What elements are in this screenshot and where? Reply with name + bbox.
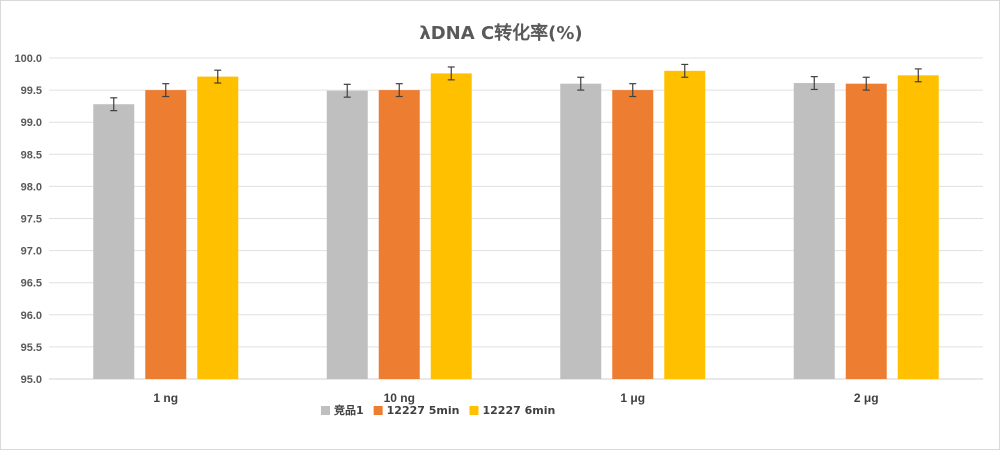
legend-swatch: [321, 406, 330, 415]
legend-label: 竞品1: [334, 403, 364, 417]
bar: [845, 83, 887, 380]
x-tick-label: 2 μg: [854, 391, 879, 405]
y-tick-label: 100.0: [14, 53, 42, 65]
x-tick-label: 1 μg: [620, 391, 645, 405]
bar: [197, 76, 239, 380]
y-tick-label: 96.5: [21, 278, 42, 290]
y-tick-label: 99.0: [21, 117, 42, 129]
x-tick-label: 10 ng: [384, 391, 415, 405]
y-tick-label: 98.0: [21, 181, 42, 193]
bar: [378, 90, 420, 379]
legend-label: 12227 6min: [482, 404, 555, 417]
y-tick-label: 97.5: [21, 214, 42, 226]
y-tick-label: 96.0: [21, 310, 42, 322]
bar: [145, 90, 187, 379]
bar: [612, 90, 654, 379]
bar: [93, 104, 135, 379]
y-tick-label: 98.5: [21, 149, 42, 161]
y-tick-label: 95.0: [21, 374, 42, 386]
chart-title: λDNA C转化率(%): [419, 23, 583, 44]
legend-swatch: [373, 406, 383, 415]
legend-swatch: [469, 406, 479, 415]
legend-label: 12227 5min: [387, 404, 460, 417]
x-tick-label: 1 ng: [153, 391, 178, 405]
y-tick-label: 97.0: [21, 246, 42, 258]
bar: [560, 83, 602, 380]
bar: [897, 75, 939, 380]
bar: [664, 70, 706, 379]
bar: [793, 83, 835, 380]
bar: [430, 73, 472, 380]
y-tick-label: 95.5: [21, 342, 42, 354]
y-tick-label: 99.5: [21, 85, 42, 97]
bar: [326, 90, 368, 379]
